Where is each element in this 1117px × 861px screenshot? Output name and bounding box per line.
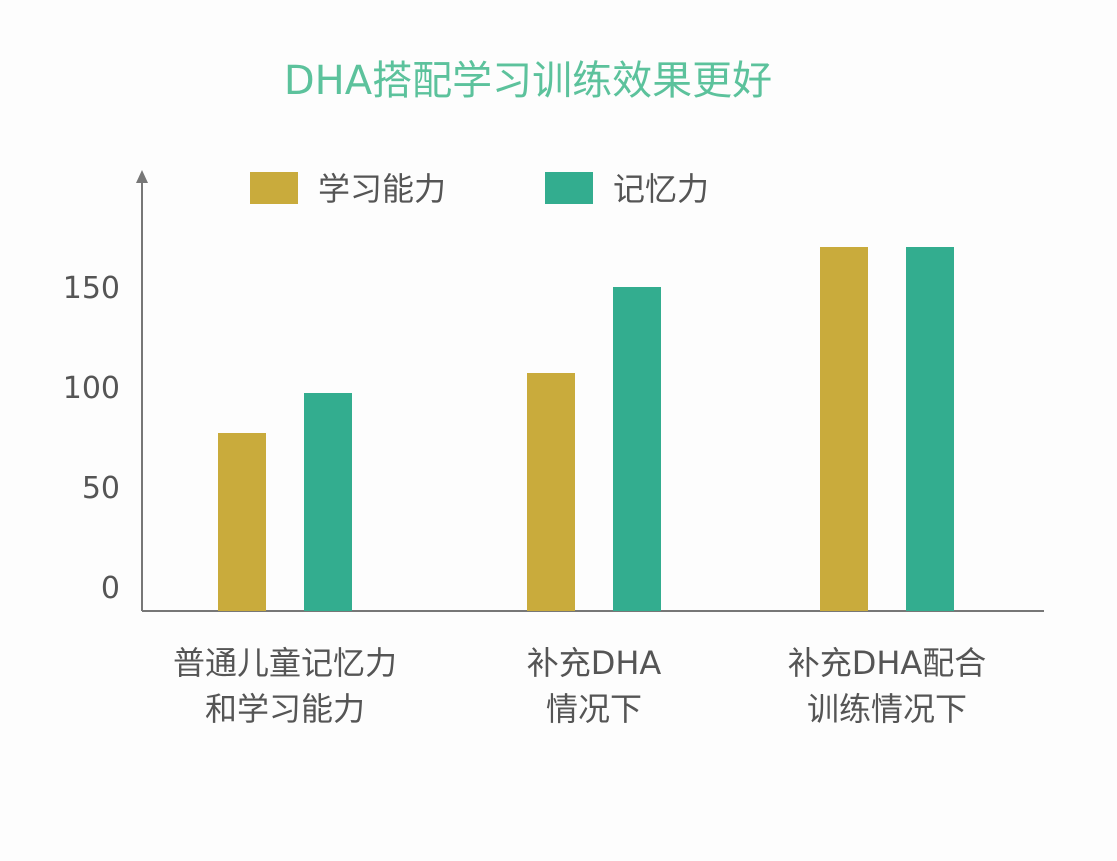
y-tick-label-100: 100 [63, 371, 120, 406]
x-tick-label-line: 普通儿童记忆力 [173, 644, 397, 682]
x-tick-label-1: 补充DHA 情况下 [527, 644, 662, 728]
bar-memory-0 [304, 393, 352, 611]
legend-swatch-learning-ability [250, 172, 298, 204]
y-axis-arrow-icon [136, 170, 148, 183]
x-tick-label-line: 补充DHA [527, 644, 662, 682]
y-tick-label-50: 50 [82, 471, 120, 506]
y-tick-label-150: 150 [63, 271, 120, 306]
x-tick-label-line: 情况下 [546, 690, 642, 728]
x-tick-label-0: 普通儿童记忆力和学习能力 [173, 644, 397, 728]
bar-memory-2 [906, 247, 954, 611]
y-tick-label-0: 0 [101, 571, 120, 606]
x-tick-label-2: 补充DHA配合训练情况下 [788, 644, 987, 728]
bar-learning-ability-1 [527, 373, 575, 611]
y-tick-labels: 0 50 100 150 [63, 271, 120, 606]
legend: 学习能力 记忆力 [250, 170, 709, 208]
bar-memory-1 [613, 287, 661, 611]
x-tick-label-line: 补充DHA配合 [788, 644, 987, 682]
x-tick-labels: 普通儿童记忆力和学习能力 补充DHA 情况下 补充DHA配合训练情况下 [173, 644, 986, 728]
axes [136, 170, 1044, 612]
legend-label-memory: 记忆力 [613, 170, 709, 208]
legend-swatch-memory [545, 172, 593, 204]
legend-label-learning-ability: 学习能力 [318, 170, 446, 208]
chart-title: DHA搭配学习训练效果更好 [284, 58, 772, 104]
x-tick-label-line: 训练情况下 [807, 690, 967, 728]
bar-learning-ability-0 [218, 433, 266, 611]
x-tick-label-line: 和学习能力 [205, 690, 365, 728]
bar-learning-ability-2 [820, 247, 868, 611]
bars [218, 247, 954, 611]
